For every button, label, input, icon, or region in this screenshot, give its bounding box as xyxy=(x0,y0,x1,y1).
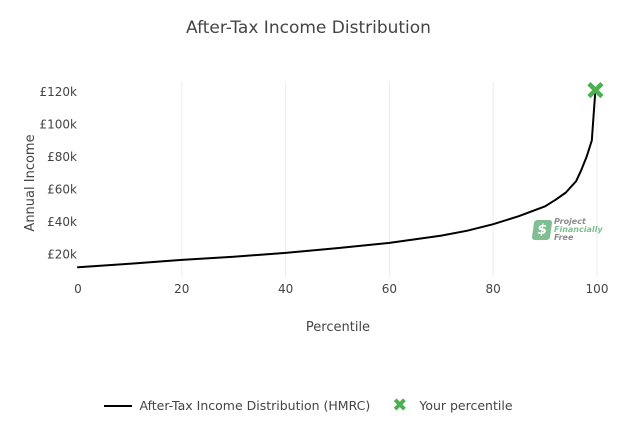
your-percentile-marker[interactable] xyxy=(587,82,604,99)
chart-title: After-Tax Income Distribution xyxy=(186,18,431,38)
legend-label-your-percentile: Your percentile xyxy=(419,398,513,413)
x-tick-label: 20 xyxy=(174,282,189,296)
watermark-line2: Financially xyxy=(554,225,603,234)
watermark-line1: Project xyxy=(554,217,586,226)
x-tick-label: 0 xyxy=(74,282,82,296)
chart-legend: After-Tax Income Distribution (HMRC) ✖ Y… xyxy=(0,394,617,416)
watermark-logo: $ Project Financially Free xyxy=(531,217,603,242)
x-tick-label: 40 xyxy=(278,282,293,296)
x-marker-icon: ✖ xyxy=(392,394,408,416)
y-axis-label: Annual Income xyxy=(23,134,38,231)
y-tick-label: £80k xyxy=(47,150,77,164)
distribution-line xyxy=(77,89,597,269)
legend-item-distribution[interactable]: After-Tax Income Distribution (HMRC) xyxy=(104,398,370,413)
y-tick-label: £120k xyxy=(40,85,78,99)
y-tick-label: £20k xyxy=(47,247,77,261)
x-axis-label: Percentile xyxy=(306,320,370,335)
y-tick-label: £40k xyxy=(47,215,77,229)
y-tick-label: £100k xyxy=(40,117,78,131)
y-tick-label: £60k xyxy=(47,182,77,196)
legend-line-swatch xyxy=(104,404,133,407)
legend-item-your-percentile[interactable]: ✖ Your percentile xyxy=(392,394,513,416)
x-tick-label: 80 xyxy=(486,282,501,296)
x-tick-label: 100 xyxy=(586,282,609,296)
watermark-line3: Free xyxy=(554,233,574,242)
legend-label-distribution: After-Tax Income Distribution (HMRC) xyxy=(139,398,371,413)
dollar-icon: $ xyxy=(531,220,553,240)
x-tick-label: 60 xyxy=(382,282,397,296)
marker-stroke xyxy=(587,82,604,99)
